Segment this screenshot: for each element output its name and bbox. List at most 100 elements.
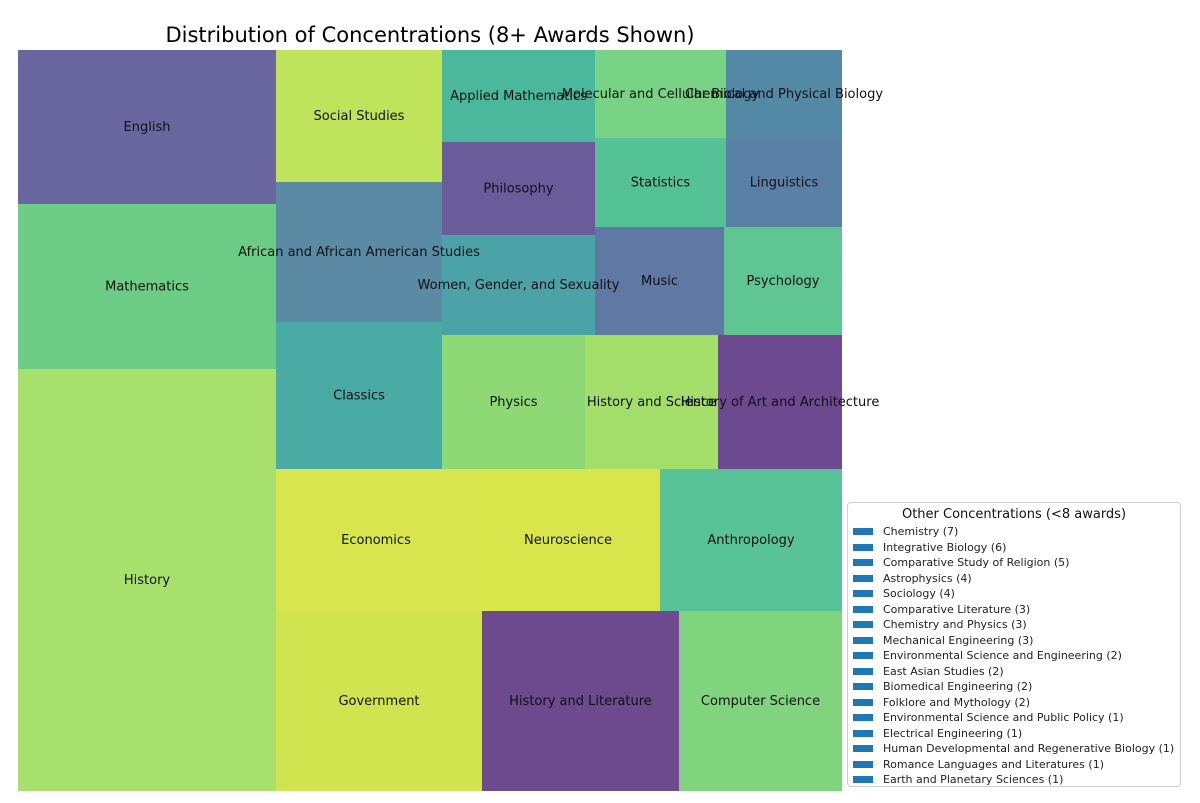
treemap-cell-physics [442,335,585,469]
legend-swatch [853,683,873,691]
treemap-label-neuroscience: Neuroscience [524,533,612,548]
treemap-label-chemical-and-physical-biology: Chemical and Physical Biology [685,87,883,102]
legend-item: Earth and Planetary Sciences (1) [848,772,1180,788]
treemap-cell-english [18,50,276,204]
legend-title: Other Concentrations (<8 awards) [901,507,1127,522]
treemap-cell-statistics [595,138,726,227]
legend-item: Integrative Biology (6) [848,540,1180,556]
legend-swatch [853,760,873,768]
legend-item: Biomedical Engineering (2) [848,679,1180,695]
legend-item: East Asian Studies (2) [848,664,1180,680]
legend-item: Chemistry and Physics (3) [848,617,1180,633]
legend-item-label: Astrophysics (4) [883,571,972,585]
legend-item-label: Chemistry and Physics (3) [883,618,1027,632]
treemap-cell-linguistics [726,138,842,227]
legend-swatch [853,652,873,660]
treemap-label-statistics: Statistics [631,176,691,191]
legend-item-label: Integrative Biology (6) [883,540,1007,554]
legend-item-label: Earth and Planetary Sciences (1) [883,773,1064,787]
treemap-cell-history-of-art-and-architecture [718,335,842,469]
treemap-label-social-studies: Social Studies [314,109,405,124]
treemap-cell-applied-mathematics [442,50,595,142]
treemap-cell-history [18,369,276,791]
treemap-cells [18,50,842,791]
legend-item: Folklore and Mythology (2) [848,695,1180,711]
legend-swatch [853,714,873,722]
legend-item: Electrical Engineering (1) [848,726,1180,742]
treemap-cell-classics [276,322,442,469]
legend-item: Environmental Science and Engineering (2… [848,648,1180,664]
treemap-labels: English Mathematics History Social Studies A… [105,87,883,709]
treemap-cell-african-and-african-american-studies [276,182,442,322]
legend-swatch [853,590,873,598]
treemap-label-economics: Economics [341,533,411,548]
legend-item-label: Chemistry (7) [883,525,959,539]
legend-item-label: Electrical Engineering (1) [883,726,1023,740]
treemap-cell-economics [276,469,476,611]
treemap-label-philosophy: Philosophy [483,182,553,197]
treemap-cell-history-and-literature [482,611,679,791]
legend-item: Comparative Literature (3) [848,602,1180,618]
legend-item-label: Biomedical Engineering (2) [883,680,1033,694]
treemap-label-english: English [124,120,171,135]
legend-swatch [853,574,873,582]
legend-swatch [853,543,873,551]
legend-item: Environmental Science and Public Policy … [848,710,1180,726]
treemap-cell-philosophy [442,142,595,235]
chart-title: Distribution of Concentrations (8+ Award… [165,23,694,47]
legend-swatch [853,698,873,706]
legend-item: Human Developmental and Regenerative Bio… [848,741,1180,757]
treemap-label-psychology: Psychology [747,274,820,289]
legend-item: Astrophysics (4) [848,571,1180,587]
legend-item-label: Human Developmental and Regenerative Bio… [883,742,1175,756]
treemap-label-history-of-art-and-architecture: History of Art and Architecture [681,395,880,410]
treemap-cell-anthropology [660,469,842,611]
treemap-cell-government [276,611,482,791]
treemap-cell-mathematics [18,204,276,369]
treemap-label-history-and-science: History and Science [587,395,716,410]
legend-item-label: Environmental Science and Engineering (2… [883,649,1122,663]
legend-swatch [853,636,873,644]
legend: Other Concentrations (<8 awards) Chemist… [847,502,1181,787]
legend-item-label: Sociology (4) [883,587,955,601]
legend-swatch [853,528,873,536]
treemap-label-government: Government [338,694,419,709]
legend-item-label: Comparative Study of Religion (5) [883,556,1070,570]
treemap-label-women-gender-and-sexuality: Women, Gender, and Sexuality [418,278,620,293]
treemap-label-classics: Classics [333,389,385,404]
treemap-cell-music [595,227,724,335]
treemap-label-african-and-african-american-studies: African and African American Studies [238,245,480,260]
treemap-cell-chemical-and-physical-biology [726,50,842,138]
treemap-label-physics: Physics [489,395,537,410]
legend-item-label: Environmental Science and Public Policy … [883,711,1124,725]
legend-item: Comparative Study of Religion (5) [848,555,1180,571]
treemap-cell-neuroscience [476,469,660,611]
legend-swatch [853,745,873,753]
treemap-label-applied-mathematics: Applied Mathematics [450,89,587,104]
treemap-cell-history-and-science [585,335,718,469]
legend-item-label: Comparative Literature (3) [883,602,1031,616]
treemap-cell-psychology [724,227,842,335]
legend-item-label: East Asian Studies (2) [883,664,1004,678]
legend-item: Chemistry (7) [848,524,1180,540]
treemap-label-history: History [124,573,171,588]
legend-item-label: Mechanical Engineering (3) [883,633,1034,647]
treemap-label-mathematics: Mathematics [105,280,189,295]
treemap-label-linguistics: Linguistics [750,176,819,191]
treemap-label-computer-science: Computer Science [701,694,820,709]
legend-list: Chemistry (7) Integrative Biology (6) Comp… [848,524,1180,788]
treemap-cell-women-gender-and-sexuality [442,235,595,335]
legend-item: Romance Languages and Literatures (1) [848,757,1180,773]
legend-item: Mechanical Engineering (3) [848,633,1180,649]
treemap-label-music: Music [641,274,678,289]
treemap-cell-computer-science [679,611,842,791]
legend-swatch [853,729,873,737]
treemap-label-anthropology: Anthropology [707,533,795,548]
legend-swatch [853,776,873,784]
legend-swatch [853,559,873,567]
treemap-cell-social-studies [276,50,442,182]
legend-item: Sociology (4) [848,586,1180,602]
treemap-label-molecular-and-cellular-biology: Molecular and Cellular Biology [562,87,760,102]
legend-swatch [853,621,873,629]
